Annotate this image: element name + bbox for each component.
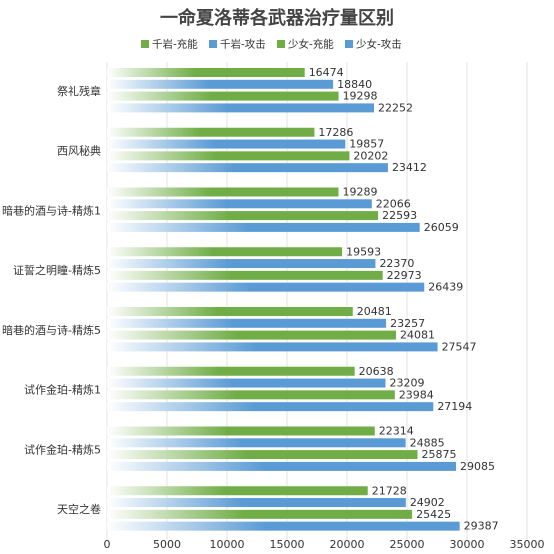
data-label: 19289 <box>342 186 377 199</box>
bar <box>107 127 315 137</box>
bar <box>107 282 425 292</box>
bar <box>107 450 418 460</box>
data-label: 24902 <box>410 496 445 509</box>
data-label: 20202 <box>353 149 388 162</box>
bar <box>107 402 434 412</box>
data-label: 17286 <box>318 126 353 139</box>
y-tick-label: 试作金珀-精炼1 <box>24 383 101 397</box>
data-label: 19298 <box>343 90 378 103</box>
bar <box>107 318 387 328</box>
legend-swatch <box>345 40 353 48</box>
bar <box>107 461 457 471</box>
data-label: 29387 <box>464 520 499 533</box>
data-label: 24081 <box>400 329 435 342</box>
data-label: 26059 <box>424 221 459 234</box>
data-label: 23412 <box>392 161 427 174</box>
bar <box>107 79 334 89</box>
bar <box>107 509 413 519</box>
bar <box>107 342 438 352</box>
bar <box>107 390 395 400</box>
bar <box>107 307 353 316</box>
data-label: 19857 <box>349 138 384 151</box>
data-label: 29085 <box>460 460 495 473</box>
legend-label: 少女-攻击 <box>356 38 402 51</box>
bar <box>107 426 375 436</box>
data-label: 22973 <box>387 269 422 282</box>
bar <box>107 486 368 496</box>
data-label: 25875 <box>422 448 457 461</box>
bar <box>107 91 339 101</box>
bar <box>107 521 460 531</box>
data-label: 22066 <box>376 197 411 210</box>
data-label: 22593 <box>382 209 417 222</box>
bar <box>107 247 343 257</box>
data-label: 22252 <box>378 101 413 114</box>
bar <box>107 378 386 388</box>
data-label: 23984 <box>399 388 434 401</box>
data-label: 19593 <box>346 245 381 258</box>
x-tick-label: 15000 <box>270 538 305 551</box>
legend-label: 千岩-充能 <box>152 38 198 51</box>
legend-swatch <box>141 40 149 48</box>
bar <box>107 103 375 113</box>
data-label: 20481 <box>357 305 392 318</box>
y-tick-label: 祭礼残章 <box>57 84 101 98</box>
chart-title: 一命夏洛蒂各武器治疗量区别 <box>160 7 394 29</box>
data-label: 27194 <box>437 400 472 413</box>
bar <box>107 199 372 209</box>
bar <box>107 259 376 269</box>
x-tick-label: 20000 <box>330 538 365 551</box>
bar <box>107 163 388 173</box>
data-label: 20638 <box>359 365 394 378</box>
x-tick-label: 0 <box>104 538 111 551</box>
data-label: 24885 <box>410 436 445 449</box>
data-label: 23209 <box>390 377 425 390</box>
bar <box>107 438 406 448</box>
legend-label: 千岩-攻击 <box>220 38 266 51</box>
y-tick-label: 天空之卷 <box>57 502 101 516</box>
data-label: 22314 <box>379 425 414 438</box>
data-label: 23257 <box>390 317 425 330</box>
data-label: 26439 <box>428 281 463 294</box>
x-tick-label: 25000 <box>390 538 425 551</box>
y-tick-label: 西风秘典 <box>57 144 101 158</box>
x-tick-label: 35000 <box>510 538 545 551</box>
bar <box>107 498 406 508</box>
data-label: 21728 <box>372 484 407 497</box>
data-label: 16474 <box>309 66 344 79</box>
bar <box>107 330 396 340</box>
legend-swatch <box>277 40 285 48</box>
x-tick-label: 5000 <box>153 538 181 551</box>
y-tick-label: 证誓之明瞳-精炼5 <box>13 263 101 277</box>
y-tick-label: 暗巷的酒与诗-精炼1 <box>2 203 101 217</box>
data-label: 25425 <box>416 508 451 521</box>
bar <box>107 270 383 280</box>
data-label: 18840 <box>337 78 372 91</box>
y-tick-label: 试作金珀-精炼5 <box>24 442 101 456</box>
bar <box>107 222 420 232</box>
data-label: 22370 <box>379 257 414 270</box>
x-tick-label: 10000 <box>210 538 245 551</box>
data-label: 27547 <box>442 340 477 353</box>
bar <box>107 139 346 149</box>
bar <box>107 187 339 197</box>
bar <box>107 211 379 221</box>
y-tick-label: 暗巷的酒与诗-精炼5 <box>2 323 101 337</box>
x-tick-label: 30000 <box>450 538 485 551</box>
legend-swatch <box>209 40 217 48</box>
legend-label: 少女-充能 <box>288 38 334 51</box>
bar <box>107 151 350 161</box>
bar <box>107 68 305 77</box>
bar <box>107 366 355 376</box>
